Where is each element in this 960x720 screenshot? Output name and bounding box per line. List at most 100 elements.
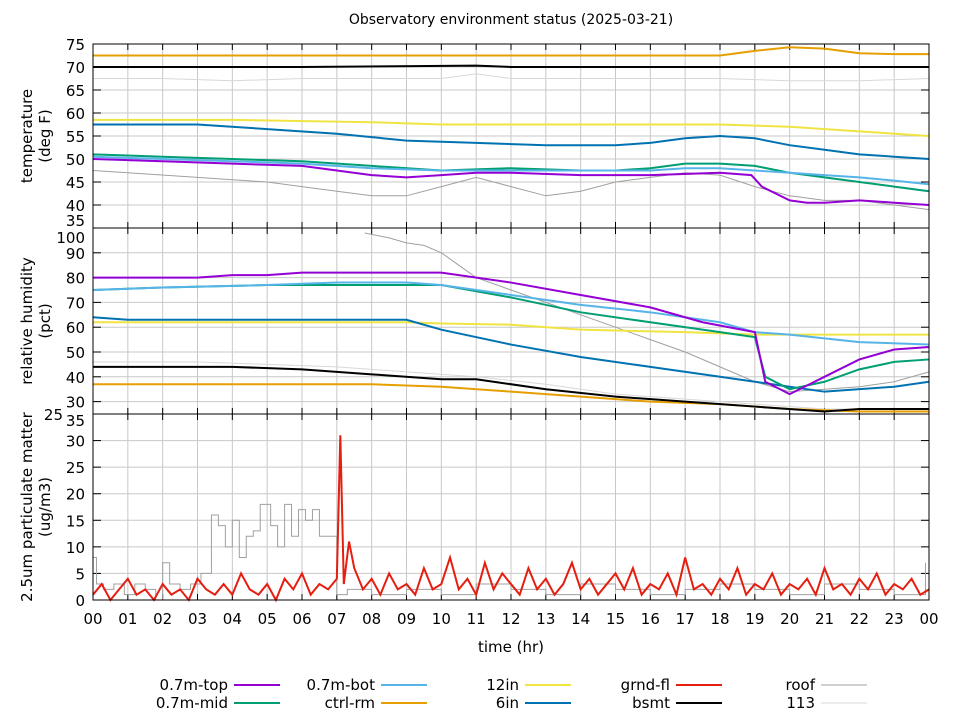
y-axis-label: 2.5um particulate matter xyxy=(18,411,36,601)
chart-title: Observatory environment status (2025-03-… xyxy=(349,12,673,28)
x-tick-label: 23 xyxy=(885,610,904,628)
legend-label: 0.7m-bot xyxy=(307,676,376,694)
x-tick-label: 10 xyxy=(432,610,451,628)
x-tick-label: 06 xyxy=(292,610,311,628)
series-line-grnd-fl xyxy=(92,435,930,603)
x-tick-label: 07 xyxy=(327,610,346,628)
series-line-0-7m-bot xyxy=(92,281,930,346)
legend-label: 0.7m-mid xyxy=(156,694,228,712)
legend-entry: 0.7m-mid xyxy=(156,694,280,712)
x-tick-label: 15 xyxy=(606,610,625,628)
x-tick-label: 00 xyxy=(83,610,102,628)
legend-label: 12in xyxy=(486,676,519,694)
y-tick-label: 20 xyxy=(66,486,85,504)
y-tick-label: 25 xyxy=(44,406,63,424)
y-tick-label: 0 xyxy=(75,592,85,610)
series-line-roof xyxy=(93,503,927,601)
legend-label: 0.7m-top xyxy=(160,676,228,694)
series-line-6in xyxy=(93,123,930,160)
series-line-0-7m-top xyxy=(93,271,930,396)
y-tick-label: 75 xyxy=(66,36,85,54)
legend-label: 6in xyxy=(496,694,519,712)
x-tick-label: 18 xyxy=(710,610,729,628)
legend-entry: 113 xyxy=(786,694,867,712)
y-tick-label: 40 xyxy=(66,197,85,215)
y-axis-label: (ug/m3) xyxy=(36,477,54,537)
y-tick-label: 90 xyxy=(66,245,85,263)
y-tick-label: 10 xyxy=(66,539,85,557)
y-tick-label: 50 xyxy=(66,151,85,169)
legend-entry: 0.7m-bot xyxy=(307,676,427,694)
series-line-113 xyxy=(93,361,929,410)
plot-frame xyxy=(92,413,930,601)
x-tick-label: 04 xyxy=(223,610,242,628)
legend-entry: 6in xyxy=(496,694,571,712)
legend-label: roof xyxy=(786,676,816,694)
panel-2: 0 5 10 15 20 25 30 35 2.5um particulate matter (u… xyxy=(18,411,930,610)
series-line-0-7m-bot xyxy=(92,155,930,186)
y-tick-label: 25 xyxy=(66,459,85,477)
y-tick-label: 55 xyxy=(66,128,85,146)
y-tick-label: 30 xyxy=(66,394,85,412)
x-tick-label: 11 xyxy=(467,610,486,628)
legend-entry: grnd-fl xyxy=(621,676,722,694)
y-tick-label: 35 xyxy=(66,412,85,430)
legend-label: 113 xyxy=(786,694,815,712)
y-tick-label: 30 xyxy=(66,433,85,451)
x-tick-label: 13 xyxy=(536,610,555,628)
x-tick-label: 08 xyxy=(362,610,381,628)
x-tick-label: 02 xyxy=(153,610,172,628)
series-line-113 xyxy=(93,73,930,82)
legend-entry: ctrl-rm xyxy=(325,694,427,712)
series-line-12in xyxy=(93,321,929,336)
x-axis-label: time (hr) xyxy=(478,638,544,656)
y-axis-label: (pct) xyxy=(36,303,54,338)
y-tick-label: 40 xyxy=(66,369,85,387)
x-tick-label: 09 xyxy=(397,610,416,628)
series-line-roof xyxy=(364,232,930,393)
x-tick-label: 19 xyxy=(745,610,764,628)
x-tick-label: 01 xyxy=(118,610,137,628)
series-line-0-7m-mid xyxy=(92,153,930,193)
x-tick-label: 12 xyxy=(501,610,520,628)
legend-label: grnd-fl xyxy=(621,676,670,694)
series-line-0-7m-mid xyxy=(92,284,930,391)
x-tick-label: 17 xyxy=(676,610,695,628)
x-tick-label: 14 xyxy=(571,610,590,628)
legend-label: bsmt xyxy=(632,694,670,712)
legend-entry: 12in xyxy=(486,676,571,694)
x-tick-label: 03 xyxy=(188,610,207,628)
y-axis-label: relative humidity xyxy=(18,257,36,385)
x-tick-label: 00 xyxy=(919,610,938,628)
legend-label: ctrl-rm xyxy=(325,694,375,712)
series-line-12in xyxy=(93,118,930,137)
y-tick-label: 100 xyxy=(56,229,85,247)
series-line-bsmt xyxy=(93,64,929,68)
x-tick-label: 20 xyxy=(780,610,799,628)
x-tick-label: 22 xyxy=(850,610,869,628)
y-tick-label: 50 xyxy=(66,344,85,362)
series-line-ctrl-rm xyxy=(93,46,929,57)
legend-entry: roof xyxy=(786,676,867,694)
y-tick-label: 80 xyxy=(66,270,85,288)
y-axis-label: temperature xyxy=(18,89,36,183)
y-tick-label: 45 xyxy=(66,174,85,192)
legend-entry: 0.7m-top xyxy=(160,676,280,694)
series-line-0-7m-top xyxy=(92,158,930,206)
y-tick-label: 60 xyxy=(66,105,85,123)
series-line-6in xyxy=(92,316,930,393)
series-line-roof xyxy=(92,170,930,211)
x-tick-label: 05 xyxy=(258,610,277,628)
series-line-bsmt xyxy=(93,365,929,413)
y-tick-label: 70 xyxy=(66,59,85,77)
y-tick-label: 5 xyxy=(75,565,85,583)
x-tick-label: 21 xyxy=(815,610,834,628)
y-tick-label: 60 xyxy=(66,319,85,337)
y-axis-label: (deg F) xyxy=(36,109,54,162)
y-tick-label: 15 xyxy=(66,512,85,530)
y-tick-label: 70 xyxy=(66,294,85,312)
